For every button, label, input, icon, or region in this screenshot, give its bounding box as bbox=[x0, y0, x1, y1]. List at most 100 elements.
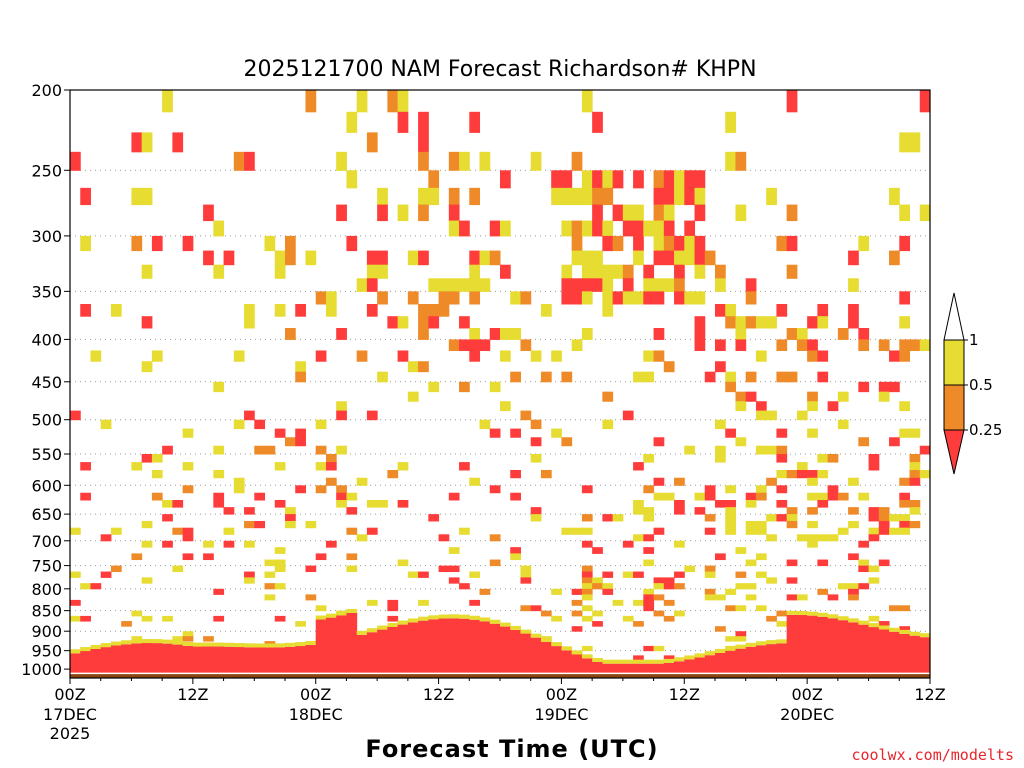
ri-cell bbox=[233, 477, 245, 486]
ri-cell bbox=[837, 492, 849, 501]
boundary-layer-edge bbox=[704, 651, 716, 656]
x-tick-date: 18DEC bbox=[289, 705, 343, 724]
boundary-layer-cell bbox=[899, 633, 911, 676]
ri-cell bbox=[776, 428, 788, 438]
ri-cell bbox=[274, 499, 286, 508]
ri-cell bbox=[766, 410, 777, 421]
ri-cell bbox=[653, 204, 665, 222]
ri-cell bbox=[653, 583, 665, 590]
ri-cell bbox=[807, 350, 818, 362]
ri-cell bbox=[725, 499, 736, 508]
boundary-layer-cell bbox=[796, 615, 808, 676]
ri-cell bbox=[592, 577, 603, 584]
ri-cell bbox=[366, 527, 378, 535]
ri-cell bbox=[571, 187, 583, 206]
boundary-layer-cell bbox=[622, 663, 634, 676]
ri-cell bbox=[489, 327, 501, 340]
credit-text: coolwx.com/modelts bbox=[851, 746, 1014, 764]
ri-cell bbox=[131, 235, 143, 252]
ri-cell bbox=[530, 350, 542, 362]
ground-surface bbox=[70, 673, 930, 678]
boundary-layer-edge bbox=[868, 623, 880, 628]
ri-cell bbox=[807, 316, 818, 329]
ri-cell bbox=[786, 520, 798, 529]
boundary-layer-edge bbox=[602, 659, 614, 664]
ri-cell bbox=[848, 583, 859, 590]
ri-cell bbox=[387, 316, 399, 329]
ri-cell bbox=[213, 445, 225, 455]
ri-cell bbox=[807, 492, 818, 501]
ri-cell bbox=[469, 327, 481, 340]
ri-cell bbox=[366, 250, 378, 266]
y-tick-label: 300 bbox=[31, 227, 62, 246]
ri-cell bbox=[776, 485, 788, 494]
ri-cell bbox=[295, 303, 306, 317]
ri-cell bbox=[551, 615, 562, 622]
ri-cell bbox=[264, 594, 276, 601]
ri-cell bbox=[725, 303, 736, 317]
ri-cell bbox=[725, 111, 736, 133]
boundary-layer-edge bbox=[356, 630, 368, 635]
ri-cell bbox=[581, 577, 593, 584]
ri-cell bbox=[704, 527, 716, 535]
ri-cell bbox=[715, 499, 726, 508]
ri-cell bbox=[755, 527, 767, 535]
ri-cell bbox=[755, 350, 767, 362]
ri-cell bbox=[428, 514, 440, 522]
boundary-layer-cell bbox=[387, 627, 399, 676]
ri-cell bbox=[653, 235, 665, 252]
ri-cell bbox=[305, 594, 317, 601]
ri-cell bbox=[510, 469, 521, 479]
ri-cell bbox=[581, 594, 593, 601]
ri-cell bbox=[131, 462, 143, 471]
ri-cell bbox=[336, 151, 347, 171]
ri-cell bbox=[858, 492, 870, 501]
boundary-layer-edge bbox=[336, 611, 347, 616]
ri-cell bbox=[786, 577, 798, 584]
ri-cell bbox=[694, 204, 706, 222]
ri-cell bbox=[366, 278, 378, 292]
ri-cell bbox=[796, 410, 808, 421]
ri-cell bbox=[581, 565, 593, 573]
ri-cell bbox=[346, 553, 358, 561]
y-tick-label: 650 bbox=[31, 505, 62, 524]
ri-cell bbox=[725, 588, 736, 595]
boundary-layer-cell bbox=[233, 647, 245, 676]
ri-cell bbox=[735, 327, 747, 340]
x-tick-label: 00Z bbox=[54, 685, 85, 704]
boundary-layer-edge bbox=[459, 614, 470, 619]
ri-cell bbox=[776, 469, 788, 479]
ri-cell bbox=[520, 605, 532, 612]
ri-cell bbox=[899, 520, 911, 529]
y-tick-label: 600 bbox=[31, 476, 62, 495]
ri-cell bbox=[244, 507, 255, 515]
ri-cell bbox=[141, 264, 153, 279]
ri-cell bbox=[274, 615, 286, 622]
ri-cell bbox=[592, 547, 603, 554]
ri-cell bbox=[745, 559, 757, 567]
ri-cell bbox=[244, 577, 255, 584]
ri-cell bbox=[264, 559, 276, 567]
boundary-layer-edge bbox=[325, 613, 337, 618]
ri-cell bbox=[418, 599, 429, 606]
ri-cell bbox=[418, 303, 429, 317]
ri-cell bbox=[387, 469, 399, 479]
ri-cell bbox=[817, 350, 829, 362]
ri-cell bbox=[868, 462, 880, 471]
boundary-layer-edge bbox=[889, 627, 900, 632]
boundary-layer-cell bbox=[715, 652, 726, 676]
ri-cell bbox=[807, 469, 818, 479]
ri-cell bbox=[653, 477, 665, 486]
ri-cell bbox=[663, 577, 675, 584]
ri-cell bbox=[592, 170, 603, 189]
ri-cell bbox=[571, 250, 583, 266]
ri-cell bbox=[428, 316, 440, 329]
boundary-layer-edge bbox=[674, 657, 685, 662]
ri-cell bbox=[141, 520, 153, 529]
x-tick-label: 00Z bbox=[791, 685, 822, 704]
ri-cell bbox=[141, 316, 153, 329]
ri-cell bbox=[274, 583, 286, 590]
ri-cell bbox=[418, 361, 429, 373]
ri-cell bbox=[459, 583, 470, 590]
boundary-layer-cell bbox=[653, 663, 665, 676]
